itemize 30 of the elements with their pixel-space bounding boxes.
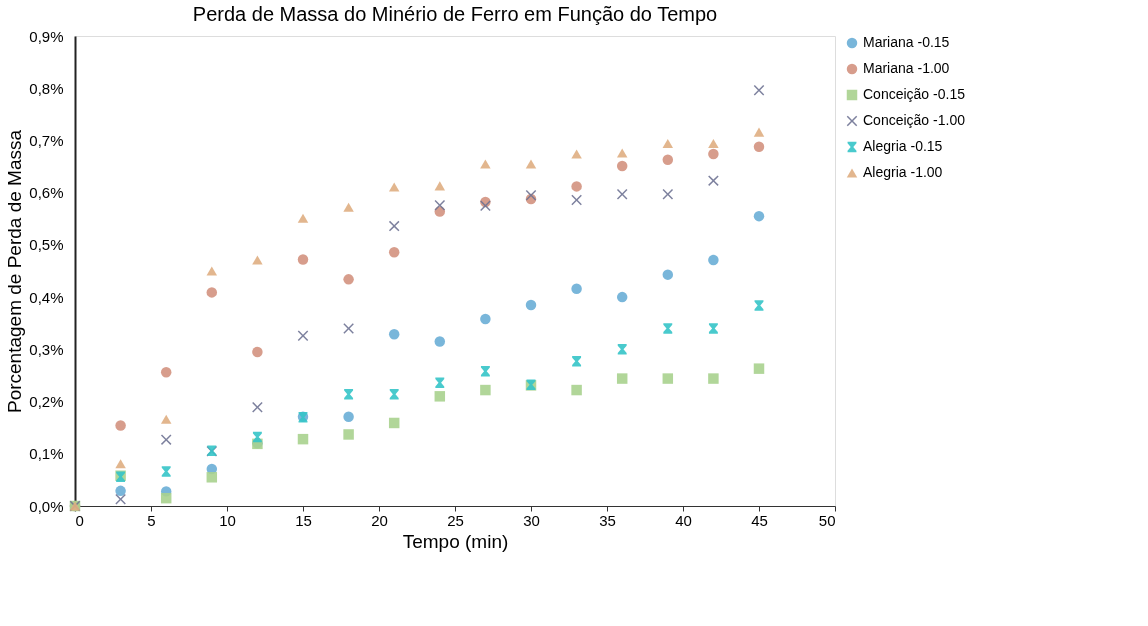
x-tick-label: 20 (371, 511, 388, 529)
y-tick-label: 0,1% (29, 445, 64, 463)
x-tick-label: 30 (523, 511, 540, 529)
x-tick-label: 40 (675, 511, 692, 529)
y-tick-label: 0,3% (29, 340, 64, 358)
legend-label: Conceição -1.00 (863, 112, 966, 128)
x-tick-label: 25 (447, 511, 464, 529)
y-tick-label: 0,6% (29, 184, 64, 202)
legend-label: Mariana -0.15 (863, 34, 950, 50)
x-tick-label: 10 (219, 511, 236, 529)
y-tick-label: 0,2% (29, 393, 64, 411)
chart-title: Perda de Massa do Minério de Ferro em Função do Tempo (192, 3, 718, 25)
x-tick-label: 35 (599, 511, 616, 529)
y-tick-label: 0,9% (29, 27, 64, 45)
legend-label: Conceição -0.15 (863, 86, 966, 102)
y-tick-label: 0,0% (29, 497, 64, 515)
y-tick-label: 0,5% (29, 236, 64, 254)
legend-label: Mariana -1.00 (863, 60, 950, 76)
y-tick-label: 0,4% (29, 288, 64, 306)
y-tick-label: 0,8% (29, 79, 64, 97)
legend-label: Alegria -1.00 (863, 164, 943, 180)
legend-label: Alegria -0.15 (863, 138, 943, 154)
x-tick-label: 15 (295, 511, 312, 529)
x-axis-title: Tempo (min) (402, 530, 509, 552)
x-tick-label: 45 (751, 511, 768, 529)
y-tick-label: 0,7% (29, 131, 64, 149)
x-tick-label: 0 (75, 511, 84, 529)
y-axis-title: Porcentagem de Perda de Massa (4, 129, 26, 414)
x-tick-label: 5 (147, 511, 156, 529)
x-tick-label: 50 (818, 511, 836, 529)
